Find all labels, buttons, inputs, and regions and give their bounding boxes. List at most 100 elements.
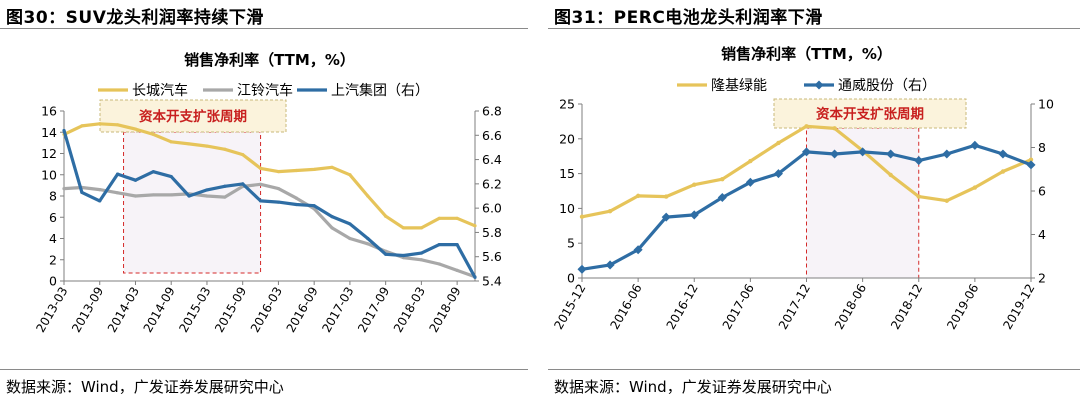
data-point xyxy=(169,174,173,179)
data-point xyxy=(258,182,263,186)
data-point xyxy=(223,147,227,151)
legend-label: 江铃汽车 xyxy=(237,82,293,99)
y-tick-label-left: 4 xyxy=(49,231,57,246)
data-point xyxy=(187,194,191,198)
x-tick-label: 2015-03 xyxy=(176,285,213,335)
y-tick-label-right: 6.2 xyxy=(482,176,502,191)
data-point xyxy=(276,169,281,174)
data-point xyxy=(116,123,120,127)
data-point xyxy=(258,166,263,170)
data-point xyxy=(437,242,441,247)
data-point xyxy=(62,186,66,191)
data-point xyxy=(401,253,406,258)
y-tick-label-right: 10 xyxy=(1038,97,1054,112)
data-point xyxy=(169,140,173,144)
data-point xyxy=(577,264,587,274)
data-point xyxy=(276,186,281,191)
data-point xyxy=(205,194,209,198)
series-line-2 xyxy=(62,129,477,279)
data-point xyxy=(276,200,281,204)
data-point xyxy=(776,140,781,146)
y-tick-label-left: 0 xyxy=(567,271,575,286)
title-divider xyxy=(548,28,1080,29)
data-point xyxy=(294,202,298,207)
data-point xyxy=(330,215,334,219)
x-tick-label: 2013-03 xyxy=(33,285,70,335)
y-tick-label-right: 4 xyxy=(1038,227,1046,242)
x-tick-label: 2015-09 xyxy=(212,285,249,335)
y-tick-label-right: 5.8 xyxy=(482,225,502,240)
footer-divider xyxy=(0,369,528,370)
series-line-1 xyxy=(63,182,476,279)
data-point xyxy=(294,168,298,173)
x-tick-label: 2016-03 xyxy=(248,285,285,335)
data-point xyxy=(455,242,459,247)
data-point xyxy=(804,124,809,129)
legend-label: 上汽集团（右） xyxy=(331,82,429,99)
data-point xyxy=(133,178,138,182)
y-tick-label-right: 6 xyxy=(1038,184,1046,199)
annotation-label: 资本开支扩张周期 xyxy=(139,108,247,125)
chart-title: 销售净利率（TTM，%） xyxy=(184,51,355,69)
data-point xyxy=(437,216,441,220)
data-point xyxy=(133,127,138,131)
y-tick-label-right: 8 xyxy=(1038,140,1046,155)
x-tick-label: 2018-09 xyxy=(427,285,464,335)
title-divider xyxy=(0,28,528,29)
data-point xyxy=(366,194,370,198)
data-point xyxy=(970,140,980,150)
y-tick-label-right: 6.4 xyxy=(482,152,502,167)
y-tick-label-right: 5.4 xyxy=(482,274,502,289)
chart-suv-margins: 销售净利率（TTM，%） 0 2 4 6 8 10 12 14 16 5.4 5.6 5.8 6.0 6.2… xyxy=(33,51,502,335)
chart-title: 销售净利率（TTM，%） xyxy=(721,45,892,63)
data-point xyxy=(942,149,952,159)
data-point xyxy=(384,214,388,218)
data-point xyxy=(205,188,209,192)
data-point xyxy=(151,170,155,174)
data-point xyxy=(635,193,641,199)
y-tick-label-left: 8 xyxy=(49,189,57,204)
y-tick-label-left: 25 xyxy=(559,97,575,112)
data-point xyxy=(223,184,227,188)
data-point xyxy=(116,172,120,176)
data-point xyxy=(419,251,423,255)
x-tick-label: 2017-03 xyxy=(319,285,356,335)
data-point xyxy=(384,252,388,256)
data-point xyxy=(312,204,316,208)
data-point xyxy=(832,126,837,131)
annotation-box xyxy=(773,98,967,129)
data-point xyxy=(62,128,66,133)
data-point xyxy=(1000,169,1006,174)
x-tick-label: 2014-03 xyxy=(105,285,142,335)
data-point xyxy=(151,132,155,136)
data-point xyxy=(720,176,725,182)
x-tick-label: 2016-09 xyxy=(284,285,321,335)
legend-label: 长城汽车 xyxy=(132,82,188,99)
source-note: 数据来源：Wind，广发证券发展研究中心 xyxy=(6,378,284,396)
data-point xyxy=(187,142,191,146)
x-tick-label: 2018-06 xyxy=(832,282,869,332)
y-tick-label-left: 10 xyxy=(559,201,575,216)
y-tick-label-left: 5 xyxy=(567,236,575,251)
data-point xyxy=(294,196,298,200)
legend-label: 隆基绿能 xyxy=(711,77,767,94)
x-tick-label: 2018-12 xyxy=(888,282,925,332)
y-tick-label-right: 6.8 xyxy=(482,104,502,119)
x-tick-label: 2017-06 xyxy=(720,282,757,332)
data-point xyxy=(330,165,334,169)
data-point xyxy=(241,152,245,157)
data-point xyxy=(419,226,423,230)
data-point xyxy=(330,226,334,230)
data-point xyxy=(455,216,459,220)
figure-title: 图30：SUV龙头利润率持续下滑 xyxy=(6,8,264,28)
data-point xyxy=(437,262,441,266)
y-tick-label-left: 12 xyxy=(41,146,57,161)
y-tick-label-right: 6.0 xyxy=(482,201,502,216)
data-point xyxy=(663,194,669,199)
x-tick-label: 2016-06 xyxy=(608,282,645,332)
data-point xyxy=(348,173,352,177)
y-tick-label-left: 15 xyxy=(559,166,575,181)
footer-divider xyxy=(548,369,1080,370)
x-tick-label: 2015-12 xyxy=(551,282,588,332)
data-point xyxy=(98,188,102,192)
